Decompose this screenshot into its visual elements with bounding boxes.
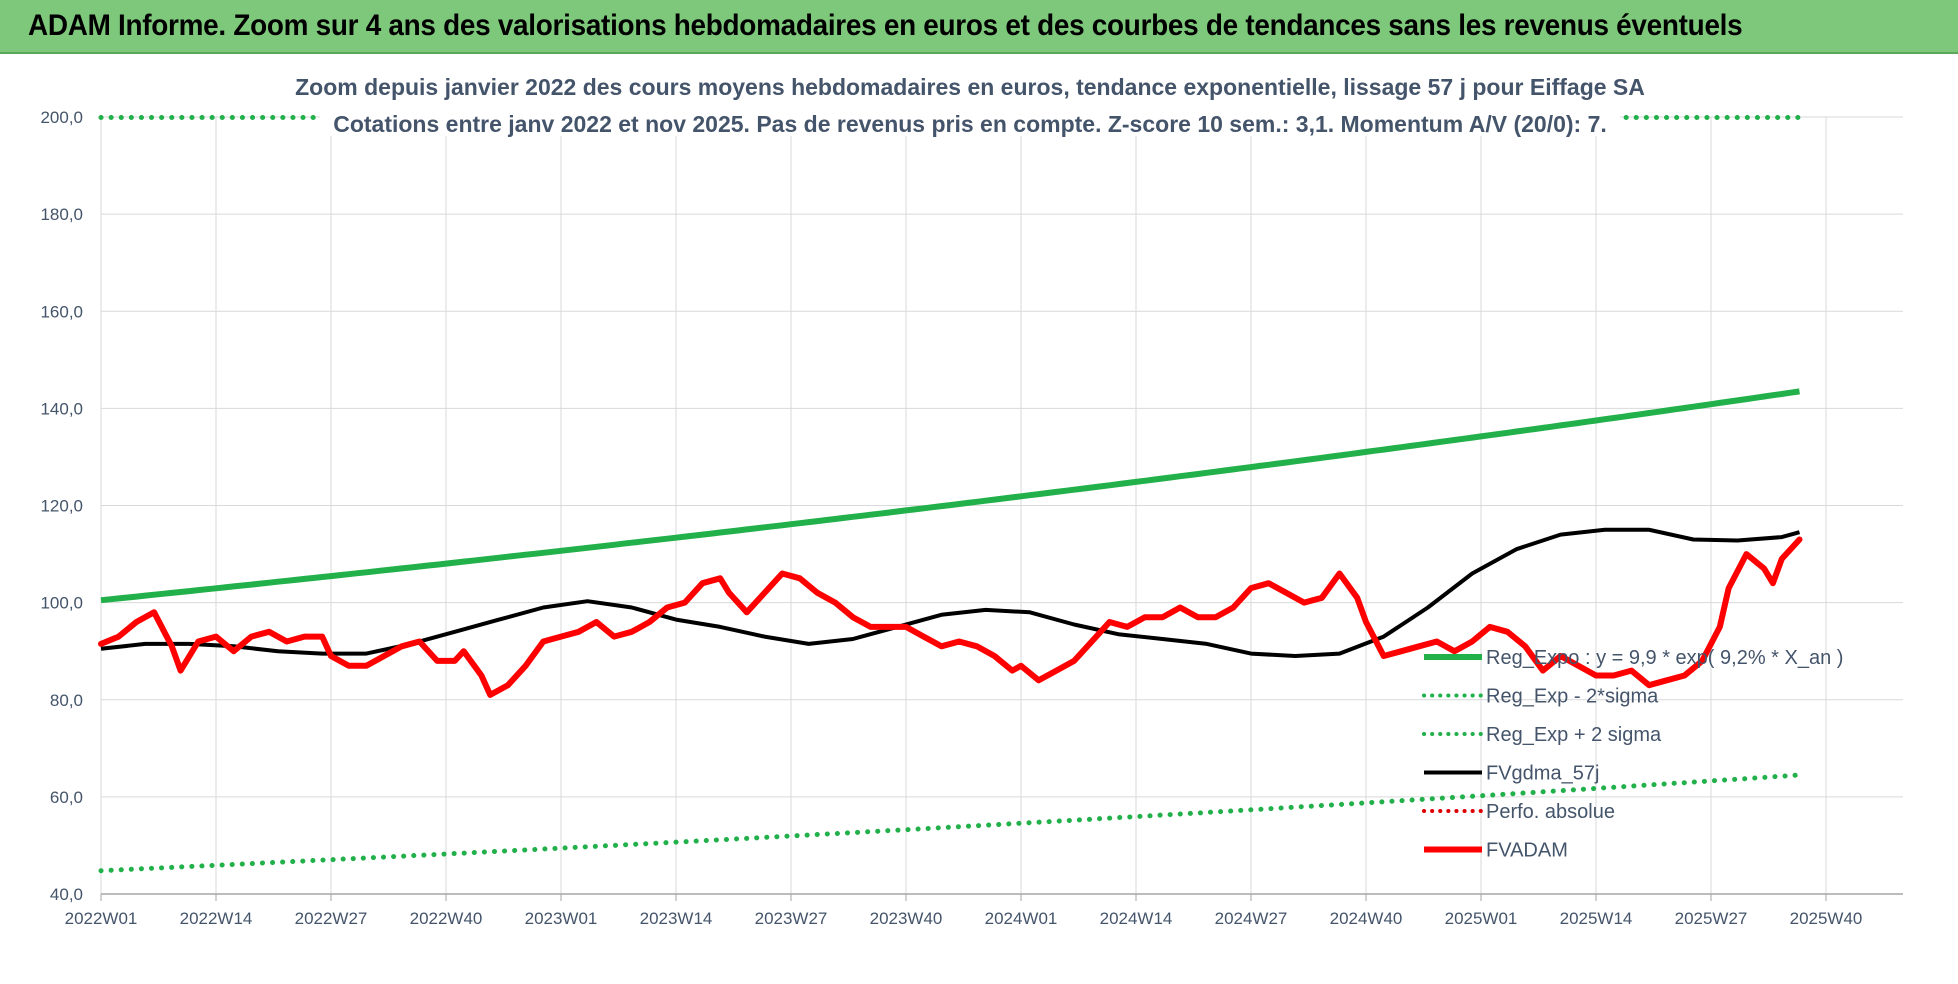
y-tick-label: 100,0 bbox=[40, 594, 83, 613]
series-fvadam bbox=[98, 536, 1803, 698]
series-reg-expo bbox=[100, 388, 1800, 604]
x-tick-label: 2024W27 bbox=[1215, 909, 1288, 928]
legend-label: FVgdma_57j bbox=[1486, 763, 1599, 785]
legend-label: Reg_Expo : y = 9,9 * exp( 9,2% * X_an ) bbox=[1486, 647, 1843, 669]
legend: Reg_Expo : y = 9,9 * exp( 9,2% * X_an ) R… bbox=[1422, 647, 1843, 862]
series-layer bbox=[98, 115, 1803, 874]
x-tick-label: 2023W40 bbox=[870, 909, 943, 928]
x-tick-label: 2024W01 bbox=[985, 909, 1058, 928]
y-axis-ticks: 200,0 180,0 160,0 140,0 120,0 100,0 80,0 60,0 40… bbox=[40, 108, 83, 904]
y-tick-label: 200,0 bbox=[40, 108, 83, 127]
y-tick-label: 160,0 bbox=[40, 302, 83, 321]
y-tick-label: 140,0 bbox=[40, 399, 83, 418]
x-tick-label: 2025W01 bbox=[1445, 909, 1518, 928]
x-tick-label: 2025W40 bbox=[1790, 909, 1863, 928]
x-tick-label: 2022W14 bbox=[180, 909, 253, 928]
legend-label: Reg_Exp + 2 sigma bbox=[1486, 724, 1662, 746]
y-tick-label: 60,0 bbox=[50, 788, 83, 807]
x-tick-label: 2022W01 bbox=[65, 909, 138, 928]
x-tick-label: 2025W27 bbox=[1675, 909, 1748, 928]
legend-label: Reg_Exp - 2*sigma bbox=[1486, 686, 1659, 708]
title-background bbox=[320, 64, 1620, 136]
y-tick-label: 80,0 bbox=[50, 691, 83, 710]
chart-title-line-2: Cotations entre janv 2022 et nov 2025. P… bbox=[333, 111, 1607, 137]
x-tick-label: 2024W40 bbox=[1330, 909, 1403, 928]
x-tick-label: 2023W14 bbox=[640, 909, 713, 928]
grid-lines bbox=[100, 116, 1903, 901]
y-tick-label: 40,0 bbox=[50, 885, 83, 904]
legend-label: FVADAM bbox=[1486, 840, 1568, 862]
x-axis-ticks: 2022W01 2022W14 2022W27 2022W40 2023W01 2023W… bbox=[65, 909, 1863, 928]
y-tick-label: 120,0 bbox=[40, 497, 83, 516]
x-tick-label: 2025W14 bbox=[1560, 909, 1633, 928]
x-tick-label: 2022W40 bbox=[410, 909, 483, 928]
chart-title-line-1: Zoom depuis janvier 2022 des cours moyen… bbox=[295, 74, 1645, 100]
x-tick-label: 2023W27 bbox=[755, 909, 828, 928]
legend-label: Perfo. absolue bbox=[1486, 801, 1615, 823]
y-tick-label: 180,0 bbox=[40, 205, 83, 224]
x-tick-label: 2023W01 bbox=[525, 909, 598, 928]
header-banner: ADAM Informe. Zoom sur 4 ans des valoris… bbox=[0, 0, 1958, 54]
header-title: ADAM Informe. Zoom sur 4 ans des valoris… bbox=[28, 9, 1743, 42]
series-fvgdma-57j bbox=[100, 527, 1801, 658]
x-tick-label: 2024W14 bbox=[1100, 909, 1173, 928]
x-tick-label: 2022W27 bbox=[295, 909, 368, 928]
series-reg-exp-minus-2-sigma bbox=[98, 772, 1802, 874]
line-chart: 200,0 180,0 160,0 140,0 120,0 100,0 80,0 60,0 40… bbox=[40, 64, 1903, 928]
